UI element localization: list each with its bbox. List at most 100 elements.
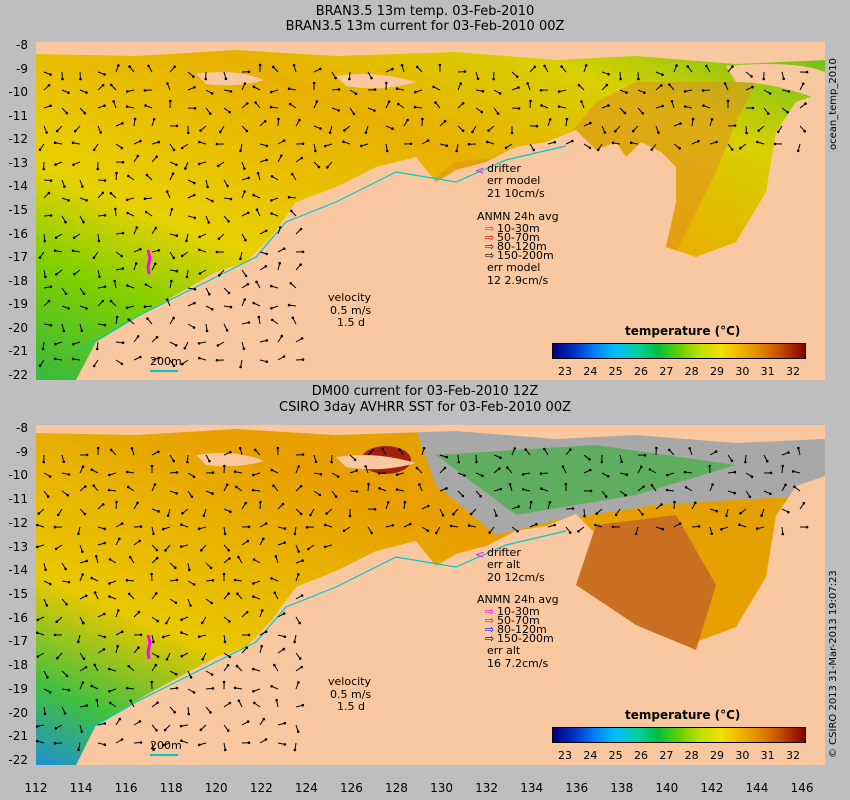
top-err2-value: 12 2.9cm/s	[487, 274, 549, 287]
current-arrow-head	[120, 630, 124, 633]
current-arrow-head	[215, 142, 219, 146]
current-arrow-head	[121, 341, 125, 345]
current-arrow-head	[257, 315, 261, 319]
current-arrow-head	[337, 88, 341, 91]
top-lat-tick: -21	[8, 344, 28, 359]
current-arrow-head	[85, 91, 88, 94]
current-arrow-head	[589, 121, 592, 125]
current-arrow-head	[120, 146, 124, 150]
current-arrow-head	[553, 140, 557, 144]
drifter-track	[146, 249, 152, 275]
current-arrow-head	[275, 698, 278, 702]
current-arrow-head	[299, 512, 303, 516]
current-arrow-head	[150, 680, 153, 684]
current-arrow-head	[521, 473, 525, 476]
current-arrow-head	[668, 83, 671, 86]
current-arrow-head	[109, 701, 112, 705]
current-arrow-head	[54, 547, 58, 551]
current-arrow-head	[244, 274, 248, 278]
colorbar-tick: 27	[659, 749, 674, 762]
current-arrow-head	[121, 231, 125, 235]
current-arrow-head	[245, 129, 249, 133]
current-arrow-head	[199, 129, 202, 132]
top-depth-2: 50-70m	[497, 231, 540, 244]
current-arrow-head	[270, 212, 273, 215]
current-arrow-head	[611, 141, 615, 145]
current-arrow-head	[47, 84, 51, 87]
current-arrow-head	[373, 507, 377, 511]
current-arrow-head	[53, 249, 57, 252]
current-arrow-head	[200, 548, 203, 552]
current-arrow-head	[165, 190, 169, 193]
current-arrow-head	[188, 568, 191, 572]
lon-tick: 124	[294, 781, 318, 795]
current-arrow-head	[684, 486, 688, 489]
current-arrow-head	[301, 358, 305, 361]
current-arrow-head	[605, 83, 609, 87]
current-arrow-head	[121, 122, 124, 125]
current-arrow-head	[510, 131, 514, 135]
current-arrow-head	[65, 674, 69, 678]
current-arrow-head	[229, 90, 233, 93]
current-arrow-head	[153, 483, 157, 486]
current-arrow-head	[252, 595, 255, 598]
current-arrow-head	[164, 549, 167, 552]
current-arrow-head	[529, 99, 532, 103]
top-err-value: 21 10cm/s	[487, 187, 545, 200]
current-arrow-head	[36, 545, 39, 549]
current-arrow-head	[103, 73, 106, 76]
bottom-isobath-label: 200m	[150, 739, 182, 752]
current-arrow-head	[293, 640, 296, 644]
current-arrow-head	[354, 92, 358, 95]
current-arrow-head	[64, 567, 67, 571]
bottom-lat-tick: -10	[8, 468, 28, 483]
current-arrow-head	[757, 129, 760, 132]
current-arrow-head	[157, 450, 160, 454]
current-arrow-head	[272, 484, 275, 487]
current-arrow-head	[206, 185, 209, 189]
current-arrow-head	[588, 146, 592, 150]
bottom-lat-tick: -8	[16, 421, 28, 435]
current-arrow-head	[126, 211, 129, 215]
current-arrow-head	[260, 644, 263, 648]
current-arrow-head	[309, 513, 312, 517]
current-arrow-head	[782, 77, 785, 81]
current-arrow-head	[805, 525, 809, 529]
current-arrow-head	[103, 285, 107, 288]
current-arrow-head	[172, 364, 176, 368]
lon-tick: 134	[520, 781, 544, 795]
current-arrow-head	[67, 91, 70, 94]
green-patch	[436, 445, 736, 515]
bottom-lat-tick: -22	[8, 753, 28, 767]
bottom-depth-1: 10-30m	[497, 605, 540, 618]
top-colorbar	[552, 343, 806, 359]
current-arrow-head	[244, 501, 247, 505]
current-arrow-head	[83, 111, 87, 115]
top-drifter-marker: <	[475, 164, 485, 177]
current-arrow-head	[93, 663, 96, 667]
current-arrow-head	[367, 482, 370, 486]
top-velocity-label: velocity	[328, 291, 371, 304]
current-arrow-head	[198, 235, 201, 239]
current-arrow-head	[116, 644, 119, 648]
island-new-guinea	[726, 64, 825, 102]
current-arrow-head	[103, 179, 107, 182]
current-arrow-head	[101, 191, 105, 195]
current-arrow-head	[103, 743, 107, 746]
current-arrow-head	[125, 198, 129, 202]
current-arrow-head	[325, 512, 328, 515]
current-arrow-head	[317, 165, 321, 169]
current-arrow-head	[154, 226, 158, 230]
current-arrow-head	[406, 118, 409, 122]
current-arrow-head	[145, 173, 149, 177]
current-arrow-head	[441, 514, 445, 517]
current-arrow-head	[461, 494, 465, 498]
top-lat-tick: -13	[8, 155, 28, 170]
current-arrow-head	[157, 356, 160, 360]
bottom-lat-tick: -9	[16, 444, 28, 459]
current-arrow-head	[72, 163, 75, 166]
current-arrow-head	[252, 690, 255, 693]
current-arrow-head	[67, 199, 70, 202]
top-depth-swatch-1: ⇨	[485, 222, 495, 235]
current-arrow-head	[197, 635, 201, 638]
